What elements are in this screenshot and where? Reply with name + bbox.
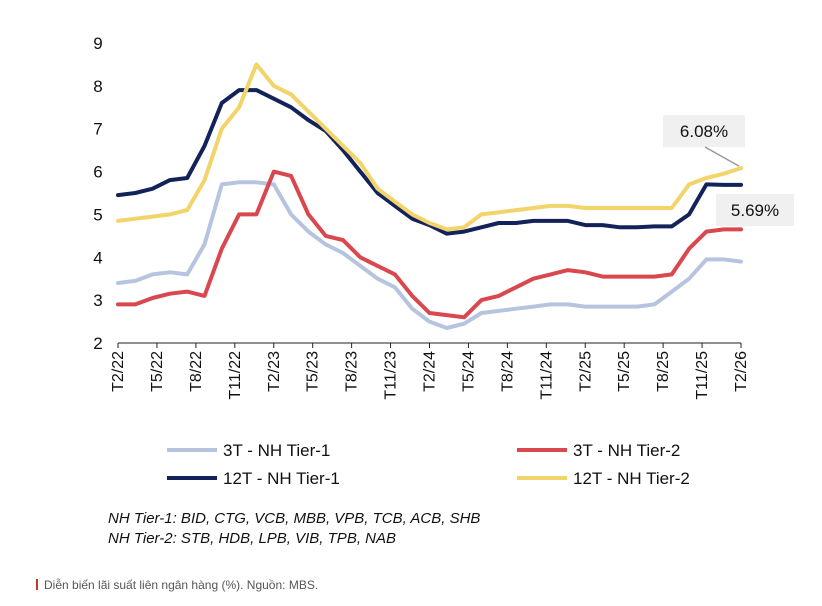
tier2-note: NH Tier-2: STB, HDB, LPB, VIB, TPB, NAB [108,530,396,547]
x-tick-label: T2/26 [733,351,750,392]
x-tick-label: T5/24 [460,351,477,392]
x-tick-label: T8/25 [655,351,672,392]
y-tick-label: 3 [93,291,102,310]
x-tick-label: T11/22 [227,351,244,400]
y-tick-label: 2 [93,334,102,353]
x-tick-label: T2/24 [422,351,439,392]
y-tick-label: 6 [93,163,102,182]
caption-text: Diễn biến lãi suất liên ngân hàng (%). N… [44,578,319,592]
legend-label: 12T - NH Tier-1 [223,469,340,488]
x-tick-label: T5/22 [149,351,166,392]
tier1-note: NH Tier-1: BID, CTG, VCB, MBB, VPB, TCB,… [108,510,481,527]
legend-label: 12T - NH Tier-2 [573,469,690,488]
callout-leader [704,146,740,167]
callout-label-tier1: 5.69% [731,201,779,220]
x-tick-label: T11/24 [538,351,555,400]
x-tick-label: T2/25 [577,351,594,392]
y-tick-label: 5 [93,205,102,224]
x-tick-label: T2/22 [110,351,127,392]
y-tick-label: 4 [93,248,102,267]
caption-marker [36,579,38,590]
x-tick-label: T8/24 [499,351,516,392]
x-tick-label: T5/23 [305,351,322,392]
series-lines [116,62,743,330]
x-tick-label: T2/23 [266,351,283,392]
series-line-3t-nh-tier-1 [116,180,743,330]
y-tick-label: 8 [93,77,102,96]
legend-label: 3T - NH Tier-1 [223,441,330,460]
caption: Diễn biến lãi suất liên ngân hàng (%). N… [36,578,318,592]
x-tick-label: T8/23 [344,351,361,392]
series-line-12t-nh-tier-2 [116,62,743,232]
x-tick-label: T5/25 [616,351,633,392]
legend: 3T - NH Tier-1 3T - NH Tier-2 12T - NH Tie… [167,441,690,488]
x-axis: T2/22 T5/22 T8/22 T11/22 T2/23 T5/23 T8/23 T11/… [110,343,750,400]
callout-label-tier2: 6.08% [680,122,728,141]
x-tick-label: T11/23 [383,351,400,400]
y-axis: 2 3 4 5 6 7 8 9 [93,34,102,353]
x-tick-label: T11/25 [694,351,711,400]
legend-label: 3T - NH Tier-2 [573,441,680,460]
x-tick-label: T8/22 [188,351,205,392]
y-tick-label: 7 [93,120,102,139]
series-line-3t-nh-tier-2 [116,169,743,320]
callout-box-tier1 [716,194,794,226]
y-tick-label: 9 [93,34,102,53]
callout-box-tier2 [663,115,745,147]
value-callouts: 6.08% 5.69% [663,115,794,226]
